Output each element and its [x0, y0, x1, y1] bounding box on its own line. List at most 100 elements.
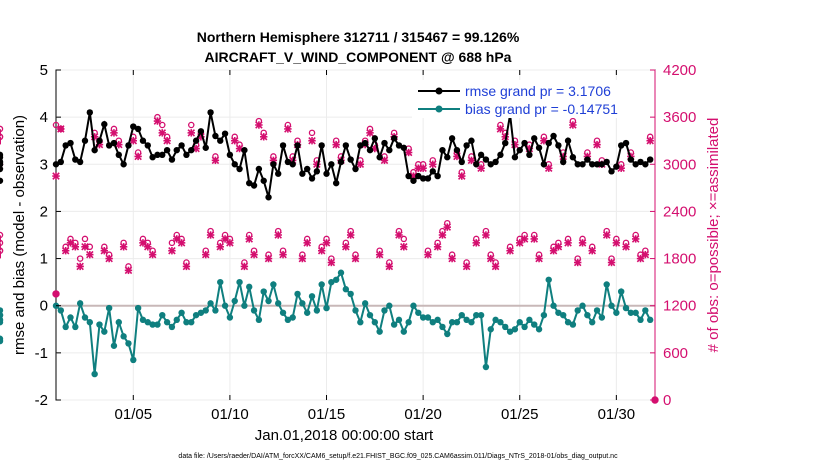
- bias-point: [521, 323, 528, 331]
- rmse-point: [468, 137, 475, 144]
- obs-assimilated-point: [245, 235, 253, 243]
- bias-point: [511, 326, 519, 333]
- obs-assimilated-point: [448, 254, 456, 263]
- rmse-point: [101, 121, 108, 128]
- rmse-point: [386, 146, 393, 154]
- obs-possible-point: [188, 121, 195, 129]
- obs-assimilated-point: [226, 239, 234, 247]
- rmse-point: [492, 158, 499, 166]
- bias-point: [231, 297, 238, 305]
- rmse-point: [154, 151, 161, 159]
- obs-assimilated-point: [535, 254, 543, 263]
- bias-point: [371, 319, 379, 326]
- obs-assimilated-point: [433, 243, 442, 251]
- obs-assimilated-point: [530, 235, 538, 243]
- bias-point: [134, 304, 142, 312]
- rmse-point: [188, 146, 195, 154]
- bias-point: [622, 304, 630, 312]
- rmse-point: [405, 172, 412, 180]
- bias-point: [110, 342, 118, 349]
- bias-point: [0, 316, 4, 324]
- rmse-point: [57, 158, 65, 166]
- bias-point: [463, 316, 470, 324]
- bias-point: [400, 328, 408, 335]
- x-tick-label: 01/30: [598, 406, 636, 423]
- obs-assimilated-point: [274, 231, 282, 239]
- bias-point: [453, 319, 461, 326]
- rmse-point: [453, 146, 461, 154]
- obs-assimilated-point: [148, 250, 157, 259]
- bias-point: [448, 319, 456, 326]
- obs-assimilated-point: [593, 140, 601, 149]
- obs-assimilated-point: [467, 156, 476, 165]
- rmse-point: [328, 161, 335, 168]
- bias-point: [332, 276, 340, 283]
- bias-point: [96, 321, 103, 328]
- bias-point: [260, 288, 267, 295]
- bias-point: [502, 323, 509, 331]
- rmse-point: [473, 161, 480, 168]
- bias-point: [294, 290, 301, 298]
- obs-assimilated-point: [351, 254, 360, 263]
- bias-point: [163, 319, 171, 326]
- obs-assimilated-point: [100, 246, 109, 255]
- rmse-point: [497, 151, 504, 159]
- bias-point: [381, 307, 388, 314]
- obs-assimilated-point: [86, 250, 94, 259]
- bias-point: [405, 319, 412, 326]
- rmse-point: [110, 139, 118, 147]
- rmse-point: [390, 135, 398, 142]
- obs-assimilated-point: [400, 243, 408, 251]
- rmse-point: [516, 146, 523, 154]
- obs-assimilated-point: [187, 129, 196, 137]
- bias-point: [337, 269, 345, 276]
- bias-point: [342, 286, 350, 293]
- rmse-point: [487, 161, 494, 168]
- rmse-point: [284, 158, 292, 166]
- bias-point: [81, 314, 89, 321]
- rmse-point: [376, 154, 383, 161]
- obs-assimilated-point: [573, 258, 582, 267]
- legend-bias-label: bias grand pr = -0.14751: [465, 101, 618, 117]
- bias-point: [584, 311, 591, 319]
- rmse-point: [439, 146, 446, 154]
- bias-point: [197, 309, 205, 316]
- bias-point: [183, 319, 190, 326]
- obs-assimilated-point: [602, 231, 611, 239]
- bias-point: [149, 321, 156, 328]
- obs-assimilated-point: [646, 136, 654, 145]
- bias-point: [531, 321, 538, 328]
- obs-assimilated-point: [61, 246, 70, 255]
- bias-point: [458, 311, 465, 319]
- obs-assimilated-point: [443, 223, 452, 231]
- rmse-point: [531, 135, 538, 142]
- rmse-point: [371, 135, 379, 142]
- rmse-point: [221, 130, 229, 137]
- bias-point: [0, 307, 4, 314]
- footer-datafile: data file: /Users/raeder/DAI/ATM_forcXX/…: [178, 453, 618, 460]
- obs-assimilated-point: [259, 133, 268, 141]
- bias-point: [139, 316, 147, 324]
- bias-point: [265, 297, 272, 305]
- obs-possible-point: [81, 235, 89, 243]
- rmse-point: [202, 144, 209, 151]
- rmse-point: [149, 154, 156, 161]
- rmse-point: [62, 142, 69, 149]
- rmse-point: [178, 142, 185, 149]
- bias-point: [313, 307, 321, 314]
- obs-assimilated-point: [578, 239, 587, 247]
- rmse-point: [275, 170, 282, 177]
- y-left-tick-label: -2: [35, 392, 48, 409]
- bias-point: [603, 281, 610, 288]
- obs-possible-point: [400, 235, 408, 243]
- obs-assimilated-point: [366, 129, 374, 137]
- bias-point: [632, 309, 639, 316]
- rmse-point: [589, 161, 596, 168]
- bias-point: [72, 323, 79, 331]
- bias-point: [275, 300, 282, 307]
- bias-point: [347, 290, 354, 298]
- bias-point: [212, 307, 219, 314]
- obs-assimilated-point: [520, 235, 529, 243]
- bias-point: [221, 302, 229, 309]
- obs-assimilated-point: [144, 243, 152, 251]
